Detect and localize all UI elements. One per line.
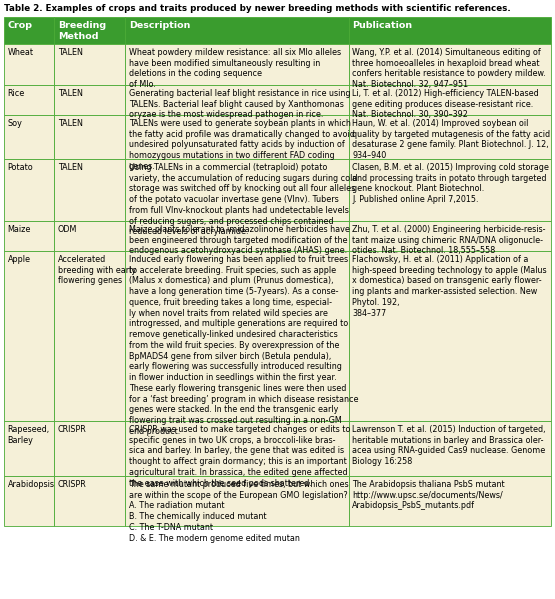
Text: Wang, Y.P. et al. (2014) Simultaneous editing of
three homoeoalleles in hexaploi: Wang, Y.P. et al. (2014) Simultaneous ed… [352, 48, 546, 89]
Text: Potato: Potato [8, 163, 33, 172]
Bar [4, 221, 54, 251]
Text: TALEN: TALEN [58, 119, 83, 128]
Bar [125, 115, 349, 159]
Bar [349, 221, 551, 251]
Bar [54, 17, 125, 44]
Bar [54, 251, 125, 421]
Bar [4, 421, 54, 476]
Bar [349, 17, 551, 44]
Text: Wheat: Wheat [8, 48, 33, 57]
Text: Li, T. et al. (2012) High-efficiency TALEN-based
gene editing produces disease-r: Li, T. et al. (2012) High-efficiency TAL… [352, 89, 539, 119]
Bar [125, 85, 349, 115]
Text: Publication: Publication [352, 22, 412, 31]
Bar [349, 251, 551, 421]
Bar [349, 44, 551, 85]
Bar [125, 251, 349, 421]
Text: Generating bacterial leaf blight resistance in rice using
TALENs. Bacterial leaf: Generating bacterial leaf blight resista… [129, 89, 350, 119]
Bar [4, 476, 54, 526]
Text: TALEN: TALEN [58, 48, 83, 57]
Text: CRISPR was used to make targeted changes or edits to
specific genes in two UK cr: CRISPR was used to make targeted changes… [129, 425, 350, 488]
Text: TALENs were used to generate soybean plants in which
the fatty acid profile was : TALENs were used to generate soybean pla… [129, 119, 355, 171]
Bar [54, 115, 125, 159]
Bar [4, 159, 54, 221]
Bar [4, 17, 54, 44]
Bar [125, 159, 349, 221]
Bar [125, 17, 349, 44]
Bar [349, 159, 551, 221]
Bar [4, 85, 54, 115]
Bar [349, 421, 551, 476]
Text: Induced early flowering has been applied to fruit trees
to accelerate breeding. : Induced early flowering has been applied… [129, 255, 359, 436]
Text: Flachowsky, H. et al. (2011) Application of a
high-speed breeding technology to : Flachowsky, H. et al. (2011) Application… [352, 255, 547, 317]
Text: Description: Description [129, 22, 190, 31]
Bar [54, 159, 125, 221]
Text: Accelerated
breeding with early
flowering genes: Accelerated breeding with early flowerin… [58, 255, 136, 285]
Text: Lawrenson T. et al. (2015) Induction of targeted,
heritable mutations in barley : Lawrenson T. et al. (2015) Induction of … [352, 425, 546, 466]
Text: Maize: Maize [8, 225, 31, 234]
Bar [54, 421, 125, 476]
Text: The Arabidopsis thaliana PsbS mutant
http://www.upsc.se/documents/News/
Arabidop: The Arabidopsis thaliana PsbS mutant htt… [352, 480, 504, 510]
Text: ODM: ODM [58, 225, 77, 234]
Bar [4, 44, 54, 85]
Text: Wheat powdery mildew resistance: all six Mlo alleles
have been modified simultan: Wheat powdery mildew resistance: all six… [129, 48, 341, 89]
Text: Apple: Apple [8, 255, 31, 264]
Bar [54, 85, 125, 115]
Text: The same mutant produced five times, but which ones
are within the scope of the : The same mutant produced five times, but… [129, 480, 349, 543]
Text: Rice: Rice [8, 89, 25, 98]
Bar [349, 85, 551, 115]
Text: Breeding
Method: Breeding Method [58, 22, 106, 41]
Bar [4, 115, 54, 159]
Text: Haun, W. et al. (2014) Improved soybean oil
quality by targeted mutagenesis of t: Haun, W. et al. (2014) Improved soybean … [352, 119, 550, 160]
Text: Using TALENs in a commercial (tetraploid) potato
variety, the accumulation of re: Using TALENs in a commercial (tetraploid… [129, 163, 357, 236]
Text: TALEN: TALEN [58, 163, 83, 172]
Bar [125, 476, 349, 526]
Text: Maize plants tolerant to imidazolinone herbicides have
been engineered through t: Maize plants tolerant to imidazolinone h… [129, 225, 350, 255]
Text: Zhu, T. et al. (2000) Engineering herbicide-resis-
tant maize using chimeric RNA: Zhu, T. et al. (2000) Engineering herbic… [352, 225, 546, 255]
Text: TALEN: TALEN [58, 89, 83, 98]
Text: CRISPR: CRISPR [58, 480, 87, 489]
Bar [54, 221, 125, 251]
Bar [349, 115, 551, 159]
Bar [125, 221, 349, 251]
Bar [349, 476, 551, 526]
Text: Table 2. Examples of crops and traits produced by newer breeding methods with sc: Table 2. Examples of crops and traits pr… [4, 4, 511, 13]
Text: CRISPR: CRISPR [58, 425, 87, 434]
Text: Crop: Crop [8, 22, 33, 31]
Text: Rapeseed,
Barley: Rapeseed, Barley [8, 425, 49, 444]
Text: Clasen, B.M. et al. (2015) Improving cold storage
and processing traits in potat: Clasen, B.M. et al. (2015) Improving col… [352, 163, 549, 204]
Bar [54, 44, 125, 85]
Bar [125, 44, 349, 85]
Bar [125, 421, 349, 476]
Bar [4, 251, 54, 421]
Text: Arabidopsis: Arabidopsis [8, 480, 54, 489]
Bar [54, 476, 125, 526]
Text: Soy: Soy [8, 119, 22, 128]
